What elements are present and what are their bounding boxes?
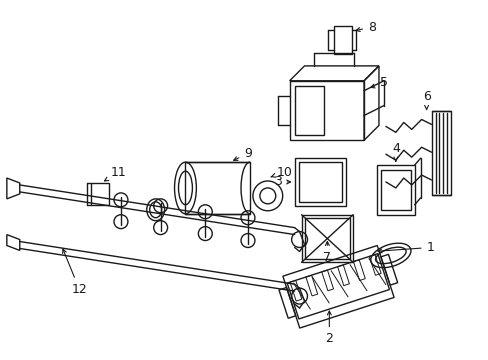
Bar <box>91 183 109 205</box>
Text: 10: 10 <box>271 166 292 179</box>
Bar <box>282 246 393 328</box>
Bar <box>321 270 333 291</box>
Bar <box>376 165 414 215</box>
Bar <box>305 275 317 296</box>
Text: 2: 2 <box>325 311 333 345</box>
Bar <box>301 215 352 262</box>
Text: 5: 5 <box>370 76 387 89</box>
Bar <box>294 158 346 206</box>
Bar <box>185 162 249 214</box>
Bar <box>286 254 388 319</box>
Bar <box>294 86 324 135</box>
Bar <box>380 255 397 285</box>
Text: 7: 7 <box>323 242 331 264</box>
Bar <box>368 255 380 275</box>
Text: 3: 3 <box>273 175 290 189</box>
Bar <box>289 81 364 140</box>
Text: 11: 11 <box>104 166 126 181</box>
Text: 9: 9 <box>233 147 251 160</box>
Bar <box>353 260 365 280</box>
Bar <box>304 218 349 260</box>
Bar <box>279 288 295 318</box>
Bar <box>334 26 351 54</box>
Bar <box>380 170 410 210</box>
Bar <box>431 111 450 195</box>
Text: 6: 6 <box>422 90 429 109</box>
Text: 4: 4 <box>391 142 399 161</box>
Text: 8: 8 <box>355 21 375 34</box>
Bar <box>298 162 342 202</box>
Bar <box>289 280 301 301</box>
Text: 12: 12 <box>62 249 87 296</box>
Text: 1: 1 <box>377 241 434 254</box>
Bar <box>337 265 349 285</box>
